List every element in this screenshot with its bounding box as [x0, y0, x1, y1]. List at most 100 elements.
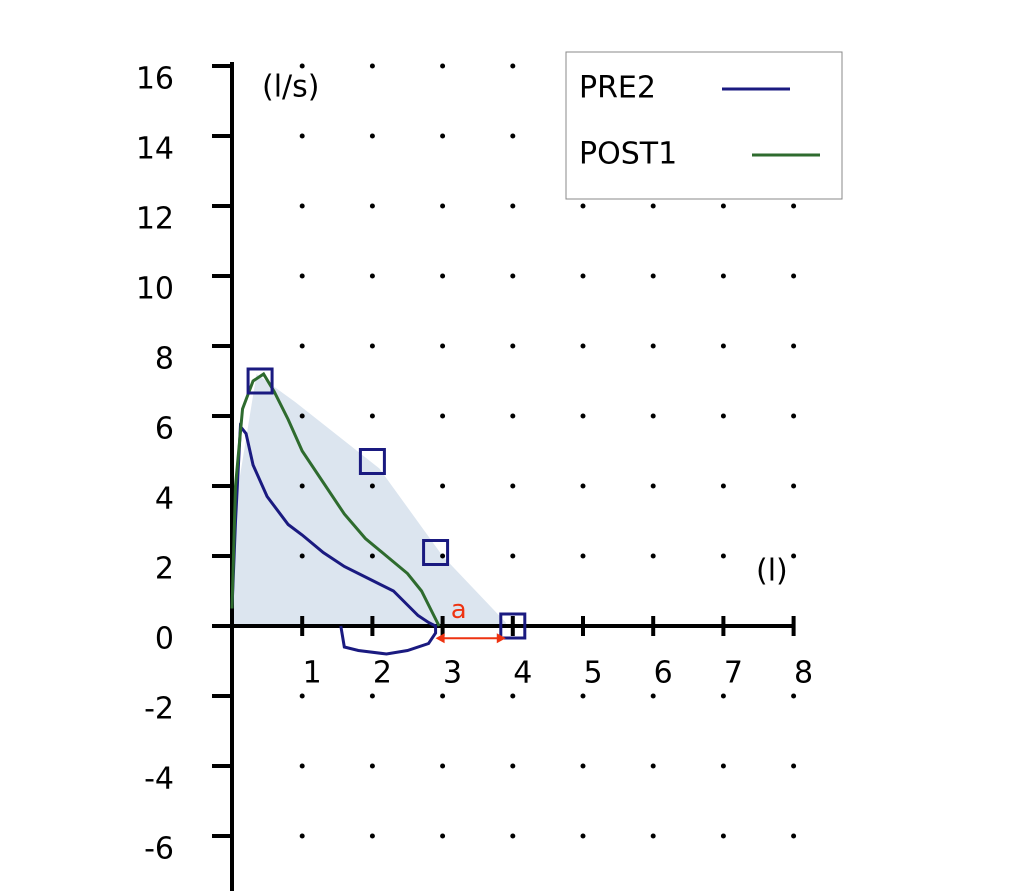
- grid-dot: [720, 343, 726, 349]
- y-axis-label: (l/s): [262, 70, 319, 105]
- grid-dot: [299, 203, 305, 209]
- grid-dot: [440, 483, 446, 489]
- grid-dot: [440, 693, 446, 699]
- grid-dot: [791, 553, 797, 559]
- grid-dot: [299, 273, 305, 279]
- grid-dot: [510, 273, 516, 279]
- grid-dot: [580, 483, 586, 489]
- x-tick-label: 3: [443, 656, 462, 691]
- grid-dot: [580, 273, 586, 279]
- x-tick-label: 7: [724, 656, 743, 691]
- grid-dot: [791, 413, 797, 419]
- grid-dot: [510, 413, 516, 419]
- grid-dot: [650, 483, 656, 489]
- predicted-marker: [422, 539, 450, 566]
- grid-dot: [720, 273, 726, 279]
- grid-dot: [580, 833, 586, 839]
- x-tick-label: 5: [583, 656, 602, 691]
- grid-dot: [440, 273, 446, 279]
- grid-dot: [720, 483, 726, 489]
- grid-dot: [720, 553, 726, 559]
- grid-dot: [650, 763, 656, 769]
- x-axis-label: (l): [756, 554, 788, 589]
- grid-dot: [650, 273, 656, 279]
- grid-dot: [440, 203, 446, 209]
- grid-dot: [580, 553, 586, 559]
- grid-dot: [369, 343, 375, 349]
- grid-dot: [299, 833, 305, 839]
- y-tick-label: -4: [144, 762, 174, 797]
- y-tick-label: 12: [136, 202, 174, 237]
- grid-dot: [510, 203, 516, 209]
- grid-dot: [299, 63, 305, 69]
- grid-dot: [369, 273, 375, 279]
- x-tick-label: 2: [373, 656, 392, 691]
- grid-dot: [720, 763, 726, 769]
- grid-dot: [791, 483, 797, 489]
- y-tick-label: 0: [155, 622, 174, 657]
- grid-dot: [299, 343, 305, 349]
- grid-dot: [440, 833, 446, 839]
- x-tick-label: 4: [513, 656, 532, 691]
- flow-volume-curve: [230, 422, 438, 656]
- grid-dot: [369, 833, 375, 839]
- grid-dot: [369, 63, 375, 69]
- annotation-label: a: [451, 595, 467, 625]
- legend-box: [565, 51, 843, 200]
- legend-label: POST1: [579, 137, 677, 172]
- grid-dot: [369, 553, 375, 559]
- grid-dot: [650, 413, 656, 419]
- grid-dot: [510, 483, 516, 489]
- y-tick-label: 16: [136, 62, 174, 97]
- grid-dot: [720, 693, 726, 699]
- y-tick-label: 4: [155, 482, 174, 517]
- grid-dot: [580, 693, 586, 699]
- y-tick-label: -6: [144, 832, 174, 867]
- predicted-area: [232, 374, 506, 626]
- grid-dot: [299, 763, 305, 769]
- grid-dot: [650, 833, 656, 839]
- grid-dot: [650, 553, 656, 559]
- y-tick-label: 2: [155, 552, 174, 587]
- predicted-marker: [246, 367, 274, 395]
- grid-dot: [650, 203, 656, 209]
- grid-dot: [440, 763, 446, 769]
- grid-dot: [510, 693, 516, 699]
- grid-dot: [299, 413, 305, 419]
- grid-dot: [440, 413, 446, 419]
- flow-volume-curve: [230, 371, 441, 627]
- predicted-marker: [499, 612, 527, 640]
- grid-dot: [580, 763, 586, 769]
- predicted-marker: [358, 448, 386, 475]
- x-tick-label: 8: [794, 656, 813, 691]
- grid-dot: [369, 483, 375, 489]
- grid-dot: [440, 553, 446, 559]
- arrow-head: [435, 633, 445, 644]
- grid-dot: [720, 413, 726, 419]
- grid-dot: [299, 133, 305, 139]
- grid-dot: [650, 343, 656, 349]
- grid-dot: [791, 203, 797, 209]
- grid-dot: [650, 693, 656, 699]
- grid-dot: [720, 203, 726, 209]
- x-tick-label: 1: [303, 656, 322, 691]
- grid-dot: [791, 273, 797, 279]
- y-tick-label: -2: [144, 692, 174, 727]
- grid-dot: [440, 63, 446, 69]
- grid-dot: [580, 413, 586, 419]
- y-tick-label: 10: [136, 272, 174, 307]
- grid-dot: [369, 763, 375, 769]
- grid-dot: [299, 483, 305, 489]
- grid-dot: [791, 343, 797, 349]
- grid-dot: [580, 203, 586, 209]
- legend-label: PRE2: [579, 71, 656, 106]
- grid-dot: [791, 693, 797, 699]
- grid-dot: [720, 833, 726, 839]
- y-tick-label: 8: [155, 342, 174, 377]
- grid-dot: [791, 833, 797, 839]
- arrow-head: [496, 633, 506, 644]
- grid-dot: [510, 343, 516, 349]
- grid-dot: [369, 693, 375, 699]
